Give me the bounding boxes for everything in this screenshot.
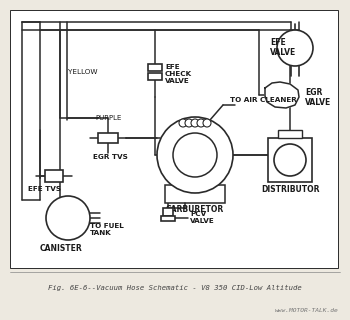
Text: EGR
VALVE: EGR VALVE xyxy=(305,88,331,108)
Text: EFE TVS: EFE TVS xyxy=(28,186,61,192)
Circle shape xyxy=(274,144,306,176)
Text: TO AIR CLEANER: TO AIR CLEANER xyxy=(230,97,297,103)
Circle shape xyxy=(173,133,217,177)
Circle shape xyxy=(277,30,313,66)
Bar xyxy=(148,73,162,80)
Text: EFE
VALVE: EFE VALVE xyxy=(270,38,296,57)
Text: YELLOW: YELLOW xyxy=(68,69,98,75)
Bar xyxy=(161,216,175,221)
Bar xyxy=(268,138,312,182)
Bar xyxy=(148,64,162,71)
Text: www.MOTOR-TALK.de: www.MOTOR-TALK.de xyxy=(274,308,338,313)
Text: TO FUEL
TANK: TO FUEL TANK xyxy=(90,223,124,236)
Text: EGR TVS: EGR TVS xyxy=(93,154,128,160)
Text: PCV
VALVE: PCV VALVE xyxy=(190,211,215,224)
Text: EFE
CHECK
VALVE: EFE CHECK VALVE xyxy=(165,64,192,84)
Circle shape xyxy=(46,196,90,240)
Text: CANISTER: CANISTER xyxy=(40,244,83,253)
Text: PURPLE: PURPLE xyxy=(95,115,121,121)
Bar xyxy=(163,208,173,216)
Bar xyxy=(278,130,302,138)
Circle shape xyxy=(197,119,205,127)
Circle shape xyxy=(157,117,233,193)
Circle shape xyxy=(203,119,211,127)
Circle shape xyxy=(179,119,187,127)
Text: CARBURETOR: CARBURETOR xyxy=(166,205,224,214)
Text: DISTRIBUTOR: DISTRIBUTOR xyxy=(261,185,319,194)
Bar xyxy=(165,185,225,203)
Bar xyxy=(98,133,118,143)
Bar xyxy=(10,10,338,268)
Bar xyxy=(45,170,63,182)
Circle shape xyxy=(191,119,199,127)
Text: Fig. 6E-6--Vacuum Hose Schematic - V8 350 CID-Low Altitude: Fig. 6E-6--Vacuum Hose Schematic - V8 35… xyxy=(48,285,302,291)
Circle shape xyxy=(185,119,193,127)
Polygon shape xyxy=(265,82,299,108)
